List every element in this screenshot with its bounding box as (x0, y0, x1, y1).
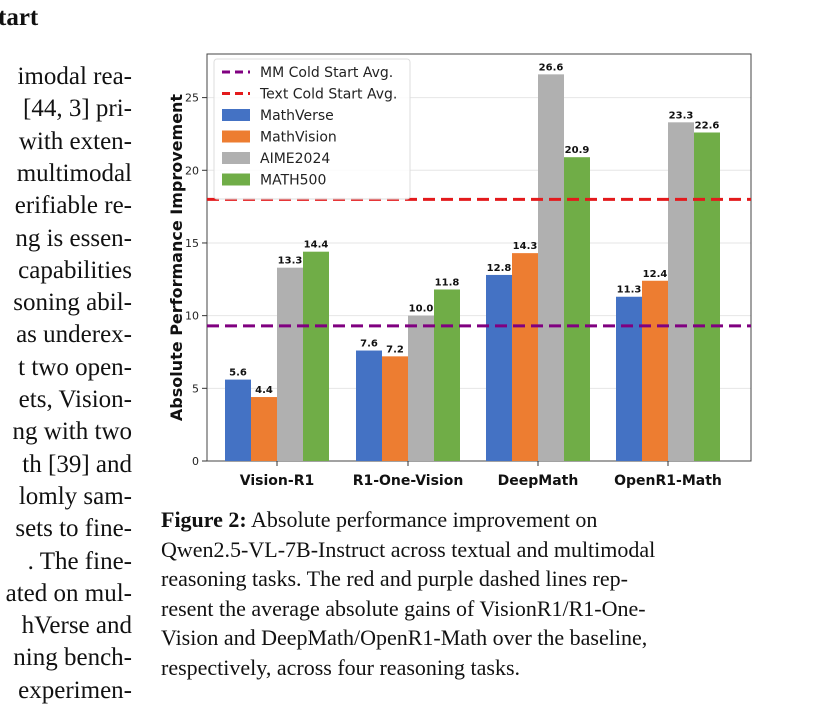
legend-color-swatch (222, 130, 250, 143)
legend-label: MM Cold Start Avg. (260, 65, 393, 81)
data-label: 5.6 (229, 368, 247, 379)
figure-caption: Figure 2: Absolute performance improveme… (161, 505, 761, 682)
y-tick-label: 0 (192, 455, 199, 468)
body-text-line: [44, 3] pri- (23, 95, 132, 123)
caption-line: Vision and DeepMath/OpenR1-Math over the… (161, 625, 648, 650)
body-text-line: lomly sam- (18, 482, 132, 510)
data-label: 23.3 (669, 110, 694, 121)
caption-line: reasoning tasks. The red and purple dash… (161, 566, 628, 591)
y-tick-label: 25 (185, 92, 199, 105)
caption-line: Qwen2.5-VL-7B-Instruct across textual an… (161, 536, 656, 562)
caption-line: resent the average absolute gains of Vis… (161, 595, 646, 621)
bar-math500 (564, 157, 590, 461)
bar-math500 (434, 289, 460, 461)
y-tick-label: 10 (185, 310, 199, 323)
body-text-line: experimen- (18, 676, 132, 704)
data-label: 12.8 (487, 263, 512, 274)
data-label: 11.8 (435, 277, 460, 288)
legend-color-swatch (222, 109, 250, 121)
body-text-line: ning bench- (13, 644, 132, 672)
legend-label: Text Cold Start Avg. (259, 87, 397, 103)
data-label: 14.3 (513, 241, 538, 252)
data-label: 10.0 (409, 304, 434, 315)
data-label: 14.4 (304, 240, 329, 251)
data-label: 26.6 (539, 62, 564, 73)
body-text-line: multimodal (16, 159, 132, 187)
bar-aime2024 (668, 122, 694, 461)
body-text-line: ng is essen- (15, 224, 132, 252)
bar-mathverse (356, 350, 382, 461)
y-axis-label: Absolute Performance Improvement (167, 94, 186, 422)
data-label: 7.6 (360, 339, 378, 350)
bar-aime2024 (538, 74, 564, 461)
bar-mathvision (642, 280, 668, 461)
caption-line: Figure 2: Absolute performance improveme… (161, 505, 761, 535)
body-text-line: hVerse and (21, 612, 132, 640)
legend-label: AIME2024 (260, 151, 330, 167)
data-label: 13.3 (278, 256, 303, 267)
bar-math500 (694, 132, 720, 461)
caption-text: Absolute performance improvement on (246, 507, 598, 532)
data-label: 22.6 (695, 120, 720, 131)
x-tick-label: R1-One-Vision (353, 473, 464, 489)
body-text-line: sets to fine- (15, 515, 132, 543)
y-tick-label: 15 (185, 237, 199, 250)
legend-color-swatch (222, 152, 250, 164)
bar-aime2024 (408, 315, 434, 461)
body-text-line: ated on mul- (5, 579, 132, 607)
body-text-line: t two open- (18, 353, 132, 381)
bar-mathvision (382, 356, 408, 461)
body-text-line: imodal rea- (17, 63, 132, 90)
legend-label: MathVision (260, 130, 337, 146)
body-text-line: ng with two (12, 418, 132, 446)
body-text-line: with exten- (18, 127, 132, 155)
legend-color-swatch (222, 173, 250, 186)
legend-box (213, 58, 411, 200)
legend-label: MATH500 (260, 173, 326, 189)
bar-mathverse (225, 379, 251, 461)
body-text-line: th [39] and (22, 450, 132, 478)
body-text-line: . The fine- (27, 547, 132, 575)
x-tick-label: Vision-R1 (240, 473, 314, 489)
y-tick-label: 5 (192, 382, 199, 395)
body-text-line: erifiable re- (14, 192, 132, 220)
bar-mathverse (616, 296, 642, 461)
data-label: 7.2 (386, 344, 404, 355)
bar-math500 (303, 251, 329, 461)
body-text-line: capabilities (18, 256, 132, 284)
body-text-line: soning abil- (13, 289, 132, 317)
bar-mathvision (512, 253, 538, 461)
body-text-line: ets, Vision- (18, 386, 132, 413)
legend-label: MathVerse (260, 108, 334, 124)
data-label: 20.9 (565, 145, 590, 156)
section-heading: tart (0, 4, 39, 31)
plot-frame (206, 53, 752, 462)
caption-label: Figure 2: (161, 507, 247, 532)
left-column-text: tart imodal rea- [44, 3] pri-with exten-m… (0, 0, 140, 722)
x-tick-label: DeepMath (498, 473, 579, 489)
body-text-line: as underex- (16, 321, 132, 349)
bar-mathverse (486, 274, 512, 461)
y-tick-label: 20 (185, 164, 199, 177)
data-label: 12.4 (643, 269, 668, 280)
data-label: 4.4 (255, 385, 273, 396)
bar-aime2024 (277, 267, 303, 461)
data-label: 11.3 (617, 285, 642, 296)
caption-line: respectively, across four reasoning task… (161, 654, 521, 680)
x-tick-label: OpenR1-Math (614, 473, 722, 489)
figure-2: 0 5 10 15 20 25 Absolute Performance Improveme… (160, 52, 760, 492)
bar-mathvision (251, 397, 277, 461)
